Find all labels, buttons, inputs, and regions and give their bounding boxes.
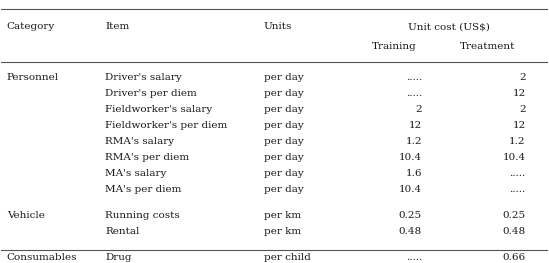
Text: 0.66: 0.66 — [503, 253, 526, 262]
Text: 2: 2 — [416, 105, 422, 114]
Text: 12: 12 — [408, 121, 422, 130]
Text: 12: 12 — [513, 89, 526, 98]
Text: 0.25: 0.25 — [503, 211, 526, 220]
Text: per day: per day — [264, 137, 304, 146]
Text: 1.2: 1.2 — [509, 137, 526, 146]
Text: per day: per day — [264, 121, 304, 130]
Text: Category: Category — [7, 22, 55, 31]
Text: Drug: Drug — [105, 253, 132, 262]
Text: Personnel: Personnel — [7, 73, 59, 82]
Text: per day: per day — [264, 169, 304, 178]
Text: 10.4: 10.4 — [503, 153, 526, 162]
Text: .....: ..... — [509, 169, 526, 178]
Text: Training: Training — [372, 43, 417, 52]
Text: 1.6: 1.6 — [406, 169, 422, 178]
Text: .....: ..... — [509, 185, 526, 194]
Text: 10.4: 10.4 — [399, 185, 422, 194]
Text: .....: ..... — [406, 89, 422, 98]
Text: Consumables: Consumables — [7, 253, 77, 262]
Text: RMA's per diem: RMA's per diem — [105, 153, 189, 162]
Text: Driver's salary: Driver's salary — [105, 73, 182, 82]
Text: 2: 2 — [519, 105, 526, 114]
Text: 1.2: 1.2 — [406, 137, 422, 146]
Text: 2: 2 — [519, 73, 526, 82]
Text: Fieldworker's salary: Fieldworker's salary — [105, 105, 212, 114]
Text: .....: ..... — [406, 253, 422, 262]
Text: Vehicle: Vehicle — [7, 211, 44, 220]
Text: 0.48: 0.48 — [503, 227, 526, 236]
Text: per km: per km — [264, 227, 301, 236]
Text: per day: per day — [264, 153, 304, 162]
Text: per day: per day — [264, 89, 304, 98]
Text: Treatment: Treatment — [460, 43, 515, 52]
Text: 0.25: 0.25 — [399, 211, 422, 220]
Text: MA's salary: MA's salary — [105, 169, 166, 178]
Text: Units: Units — [264, 22, 292, 31]
Text: Driver's per diem: Driver's per diem — [105, 89, 197, 98]
Text: per day: per day — [264, 73, 304, 82]
Text: MA's per diem: MA's per diem — [105, 185, 182, 194]
Text: Rental: Rental — [105, 227, 139, 236]
Text: per km: per km — [264, 211, 301, 220]
Text: .....: ..... — [406, 73, 422, 82]
Text: per child: per child — [264, 253, 310, 262]
Text: 0.48: 0.48 — [399, 227, 422, 236]
Text: Fieldworker's per diem: Fieldworker's per diem — [105, 121, 227, 130]
Text: per day: per day — [264, 105, 304, 114]
Text: per day: per day — [264, 185, 304, 194]
Text: 10.4: 10.4 — [399, 153, 422, 162]
Text: Item: Item — [105, 22, 130, 31]
Text: Running costs: Running costs — [105, 211, 180, 220]
Text: RMA's salary: RMA's salary — [105, 137, 174, 146]
Text: Unit cost (US$): Unit cost (US$) — [408, 22, 490, 31]
Text: 12: 12 — [513, 121, 526, 130]
